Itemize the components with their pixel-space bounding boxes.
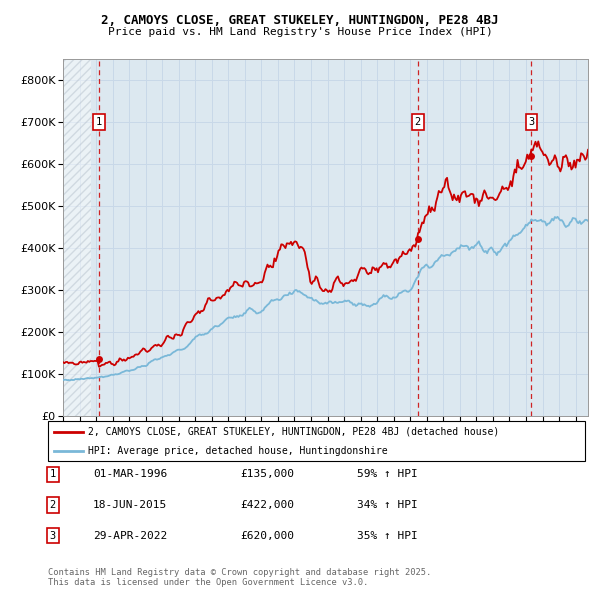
Text: 1: 1 (50, 470, 56, 479)
Text: 2, CAMOYS CLOSE, GREAT STUKELEY, HUNTINGDON, PE28 4BJ (detached house): 2, CAMOYS CLOSE, GREAT STUKELEY, HUNTING… (88, 427, 500, 437)
Text: 29-APR-2022: 29-APR-2022 (93, 531, 167, 540)
Bar (63, 59, 91, 416)
Text: 1: 1 (96, 117, 102, 127)
Text: HPI: Average price, detached house, Huntingdonshire: HPI: Average price, detached house, Hunt… (88, 446, 388, 456)
Text: 2, CAMOYS CLOSE, GREAT STUKELEY, HUNTINGDON, PE28 4BJ: 2, CAMOYS CLOSE, GREAT STUKELEY, HUNTING… (101, 14, 499, 27)
Text: 2: 2 (50, 500, 56, 510)
FancyBboxPatch shape (48, 421, 585, 461)
Text: £422,000: £422,000 (240, 500, 294, 510)
Text: 35% ↑ HPI: 35% ↑ HPI (357, 531, 418, 540)
Text: Price paid vs. HM Land Registry's House Price Index (HPI): Price paid vs. HM Land Registry's House … (107, 27, 493, 37)
Text: 34% ↑ HPI: 34% ↑ HPI (357, 500, 418, 510)
Text: 3: 3 (528, 117, 535, 127)
Text: £135,000: £135,000 (240, 470, 294, 479)
Text: 18-JUN-2015: 18-JUN-2015 (93, 500, 167, 510)
Text: 3: 3 (50, 531, 56, 540)
Text: 59% ↑ HPI: 59% ↑ HPI (357, 470, 418, 479)
Text: £620,000: £620,000 (240, 531, 294, 540)
Text: Contains HM Land Registry data © Crown copyright and database right 2025.
This d: Contains HM Land Registry data © Crown c… (48, 568, 431, 587)
Text: 01-MAR-1996: 01-MAR-1996 (93, 470, 167, 479)
Text: 2: 2 (415, 117, 421, 127)
